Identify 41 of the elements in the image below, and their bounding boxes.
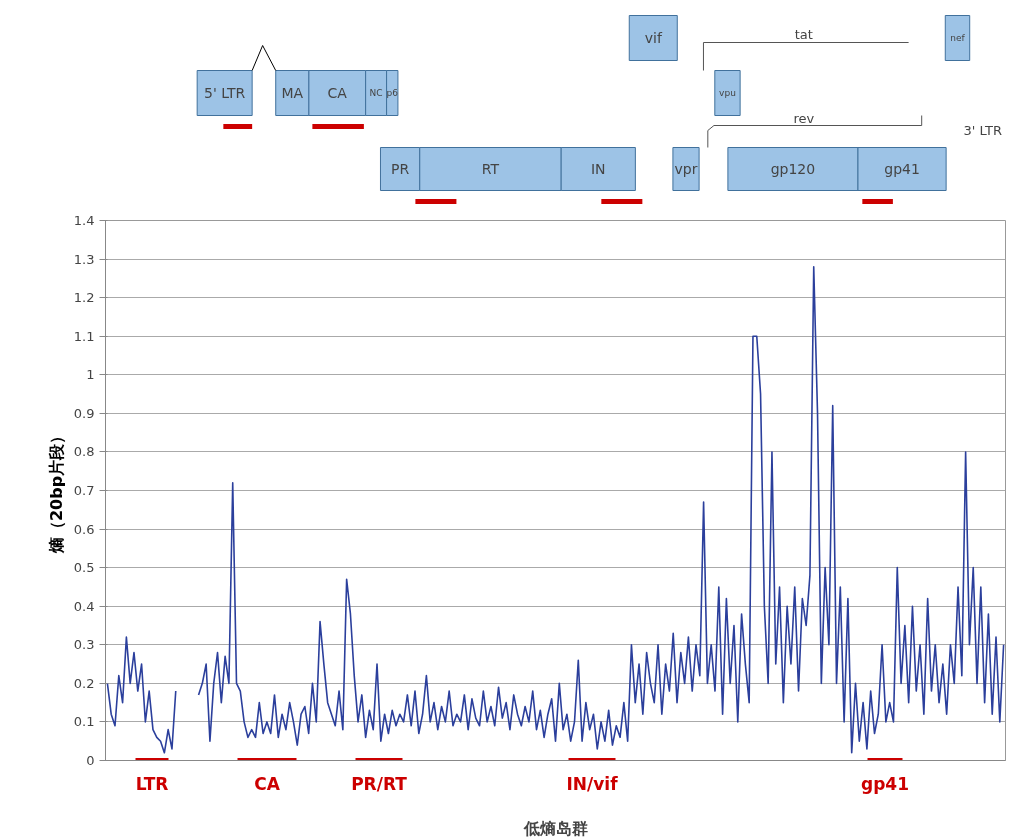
y-tick-label: 0.8 [73,444,95,460]
text: vpu [719,88,736,98]
y-tick-label: 1.4 [73,213,95,228]
y-tick-label: 0.3 [73,637,95,653]
line-series [106,636,177,754]
text: rev [793,111,815,126]
y-tick-label: 0.5 [73,560,95,576]
y-tick-label: 1.1 [73,328,95,344]
text: gp120 [770,161,816,177]
text: 3' LTR [963,123,1003,138]
text: gp41 [884,161,920,177]
x-axis-title: 低熵岛群 [522,818,588,838]
text: MA [281,85,304,101]
text: NC [369,88,383,98]
text: nef [950,33,966,43]
text: gp41 [861,773,909,794]
text: PR/RT [351,773,408,794]
text: LTR [135,773,169,794]
text: vpr [674,161,698,177]
y-tick-label: 0.9 [73,405,95,421]
text: IN [590,161,606,177]
y-tick-label: 0 [86,753,95,768]
y-tick-label: 0.6 [73,521,95,537]
y-tick-label: 0.7 [73,483,95,498]
text: CA [327,85,348,101]
text: vif [644,30,663,46]
text: p6 [386,88,399,98]
y-tick-label: 1 [86,367,95,383]
text: PR [391,161,410,177]
y-tick-label: 0.4 [73,598,95,614]
y-tick-label: 0.1 [73,714,95,730]
text: CA [254,773,281,794]
text: IN/vif [566,773,619,794]
y-tick-label: 1.3 [73,251,95,267]
y-tick-label: 0.2 [73,675,95,691]
text: tat [794,27,813,42]
text: 5' LTR [203,85,246,101]
text: RT [481,161,500,177]
line-series [197,265,1005,754]
y-tick-label: 1.2 [73,290,95,306]
y-axis-title: 熵（20bp片段） [46,427,66,555]
